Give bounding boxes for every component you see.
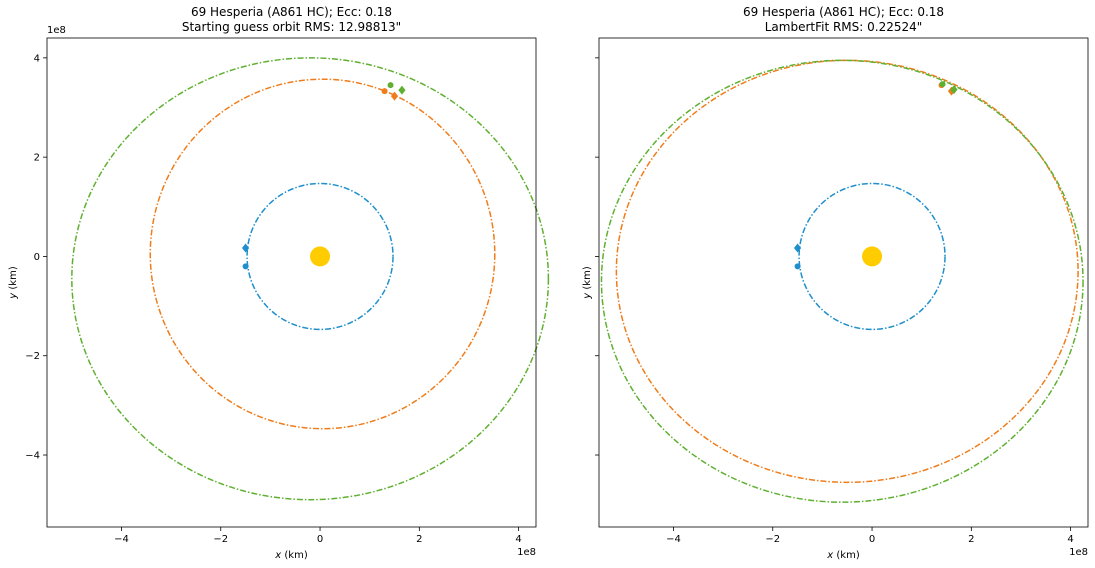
right-x-axis-label: x (km)	[826, 550, 860, 561]
right-xtick-label-0: −4	[666, 534, 681, 545]
right-point-1	[794, 263, 801, 270]
left-xtick-label-3: 2	[416, 534, 422, 545]
left-orbit-0	[246, 182, 394, 331]
right-axes-frame	[598, 37, 1089, 528]
left-point-3	[390, 91, 399, 101]
left-point-1	[242, 263, 249, 270]
left-y-offset-label: 1e8	[47, 25, 66, 36]
right-y-axis-label: y (km)	[582, 266, 593, 300]
right-point-0	[793, 243, 802, 253]
left-point-5	[398, 85, 406, 95]
left-ytick-label-1: 2	[34, 153, 40, 164]
right-sun-marker	[862, 246, 883, 267]
left-ytick-label-2: 0	[34, 252, 40, 263]
left-title-line2: Starting guess orbit RMS: 12.98813"	[182, 20, 401, 34]
left-orbit-2	[71, 57, 550, 501]
right-xtick-label-2: 0	[869, 534, 875, 545]
left-xtick-label-4: 4	[515, 534, 521, 545]
left-x-offset-label: 1e8	[517, 547, 536, 558]
right-point-5	[950, 85, 958, 95]
left-xtick-label-0: −4	[114, 534, 129, 545]
right-subplot: 69 Hesperia (A861 HC); Ecc: 0.18 Lambert…	[582, 5, 1089, 561]
right-orbit-1	[615, 59, 1079, 484]
right-x-offset-label: 1e8	[1069, 547, 1088, 558]
left-point-2	[381, 88, 388, 95]
right-title-line1: 69 Hesperia (A861 HC); Ecc: 0.18	[743, 5, 944, 19]
right-orbit-0	[798, 182, 946, 331]
left-point-0	[241, 243, 250, 253]
left-point-4	[387, 82, 394, 89]
left-sun-marker	[310, 246, 331, 267]
left-orbit-1	[149, 78, 496, 430]
left-ytick-label-4: −4	[25, 451, 40, 462]
left-axes-frame	[46, 37, 537, 528]
left-ytick-label-3: −2	[25, 351, 40, 362]
right-orbit-2	[600, 59, 1084, 503]
left-title-line1: 69 Hesperia (A861 HC); Ecc: 0.18	[191, 5, 392, 19]
right-xtick-label-1: −2	[765, 534, 780, 545]
right-point-4	[939, 81, 946, 88]
left-y-axis-label: y (km)	[8, 266, 19, 300]
left-xtick-label-2: 0	[317, 534, 323, 545]
right-xtick-label-4: 4	[1067, 534, 1073, 545]
left-subplot: 69 Hesperia (A861 HC); Ecc: 0.18 Startin…	[8, 5, 550, 561]
left-xtick-label-1: −2	[213, 534, 228, 545]
right-title-line2: LambertFit RMS: 0.22524"	[765, 20, 923, 34]
right-xtick-label-3: 2	[968, 534, 974, 545]
left-ytick-label-0: 4	[34, 53, 40, 64]
left-x-axis-label: x (km)	[274, 550, 308, 561]
